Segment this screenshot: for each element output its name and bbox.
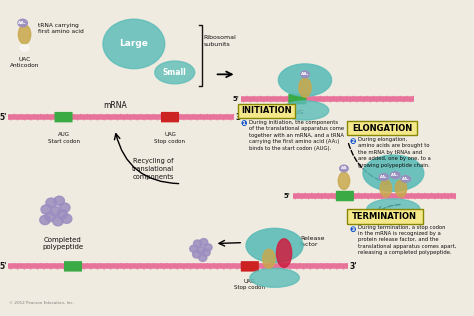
Text: ❶: ❶ [240, 120, 247, 129]
Ellipse shape [340, 165, 348, 172]
Ellipse shape [380, 180, 392, 197]
Ellipse shape [263, 249, 275, 268]
Ellipse shape [192, 251, 201, 258]
Ellipse shape [61, 214, 72, 223]
Text: UAG
Stop codon: UAG Stop codon [234, 279, 265, 290]
Ellipse shape [60, 203, 70, 212]
Ellipse shape [278, 64, 332, 96]
Ellipse shape [379, 174, 389, 180]
Text: 3': 3' [350, 262, 357, 271]
Text: During initiation, the components
of the translational apparatus come
together w: During initiation, the components of the… [249, 120, 344, 151]
Text: © 2012 Pearson Education, Inc.: © 2012 Pearson Education, Inc. [9, 301, 74, 305]
Ellipse shape [46, 198, 56, 207]
Text: mRNA: mRNA [103, 100, 127, 110]
Ellipse shape [199, 254, 207, 261]
FancyBboxPatch shape [238, 104, 295, 118]
Ellipse shape [54, 196, 64, 205]
Ellipse shape [18, 25, 31, 44]
FancyBboxPatch shape [161, 112, 179, 122]
Ellipse shape [57, 210, 68, 219]
Text: ELONGATION: ELONGATION [352, 124, 412, 132]
Ellipse shape [246, 228, 303, 263]
Text: During termination, a stop codon
in the mRNA is recognized by a
protein release : During termination, a stop codon in the … [358, 225, 456, 255]
Text: ❸: ❸ [350, 225, 356, 234]
Text: 3': 3' [236, 112, 243, 122]
Ellipse shape [200, 239, 208, 246]
FancyBboxPatch shape [241, 261, 259, 271]
Ellipse shape [363, 155, 424, 191]
FancyBboxPatch shape [55, 112, 73, 122]
Ellipse shape [250, 268, 299, 287]
FancyBboxPatch shape [64, 261, 82, 271]
Text: UAG
Stop codon: UAG Stop codon [155, 132, 185, 143]
Ellipse shape [202, 249, 210, 256]
Text: 5': 5' [233, 96, 239, 102]
Text: ❷: ❷ [350, 137, 356, 146]
Text: AUG: AUG [291, 111, 304, 115]
Ellipse shape [197, 247, 205, 254]
Ellipse shape [18, 19, 27, 27]
Text: Recycling of
translational
components: Recycling of translational components [132, 158, 174, 179]
Text: INITIATION: INITIATION [242, 106, 292, 115]
Text: AA₁: AA₁ [301, 72, 310, 76]
Ellipse shape [401, 176, 410, 182]
FancyBboxPatch shape [347, 121, 417, 135]
Text: AA: AA [341, 167, 347, 170]
Text: 5': 5' [284, 193, 291, 199]
Text: Completed
polypeptide: Completed polypeptide [42, 237, 83, 250]
Ellipse shape [53, 216, 63, 226]
Ellipse shape [301, 71, 309, 78]
Ellipse shape [45, 212, 55, 222]
Ellipse shape [155, 61, 195, 84]
Ellipse shape [41, 205, 52, 214]
Text: Release
factor: Release factor [300, 236, 325, 247]
Text: AA₁: AA₁ [18, 21, 27, 25]
Ellipse shape [103, 19, 165, 69]
Ellipse shape [391, 172, 400, 179]
Text: Small: Small [163, 68, 187, 77]
Text: tRNA carrying
first amino acid: tRNA carrying first amino acid [38, 23, 83, 34]
Ellipse shape [190, 245, 198, 252]
FancyBboxPatch shape [336, 191, 354, 201]
Text: TERMINATION: TERMINATION [352, 212, 417, 221]
Text: Large: Large [119, 40, 148, 48]
Text: 5': 5' [0, 112, 7, 122]
Ellipse shape [193, 240, 201, 247]
Ellipse shape [299, 78, 311, 97]
Ellipse shape [367, 199, 420, 220]
FancyBboxPatch shape [347, 209, 423, 224]
Text: AA₁: AA₁ [380, 175, 388, 179]
Ellipse shape [50, 207, 61, 216]
Ellipse shape [395, 180, 407, 197]
Ellipse shape [20, 45, 29, 51]
Ellipse shape [276, 239, 292, 267]
Text: 5': 5' [0, 262, 7, 271]
Text: Ribosomal
subunits: Ribosomal subunits [203, 35, 236, 47]
Text: AA₂: AA₂ [392, 173, 399, 177]
Ellipse shape [338, 172, 350, 189]
Text: UAC
Anticodon: UAC Anticodon [10, 57, 39, 69]
Ellipse shape [281, 101, 329, 120]
Text: During elongation,
amino acids are brought to
the mRNA by tRNAs and
are added, o: During elongation, amino acids are broug… [358, 137, 431, 168]
Ellipse shape [204, 244, 212, 251]
Ellipse shape [40, 215, 50, 225]
Text: AA₃: AA₃ [402, 177, 410, 181]
Text: AUG
Start codon: AUG Start codon [47, 132, 80, 143]
FancyBboxPatch shape [288, 94, 306, 104]
